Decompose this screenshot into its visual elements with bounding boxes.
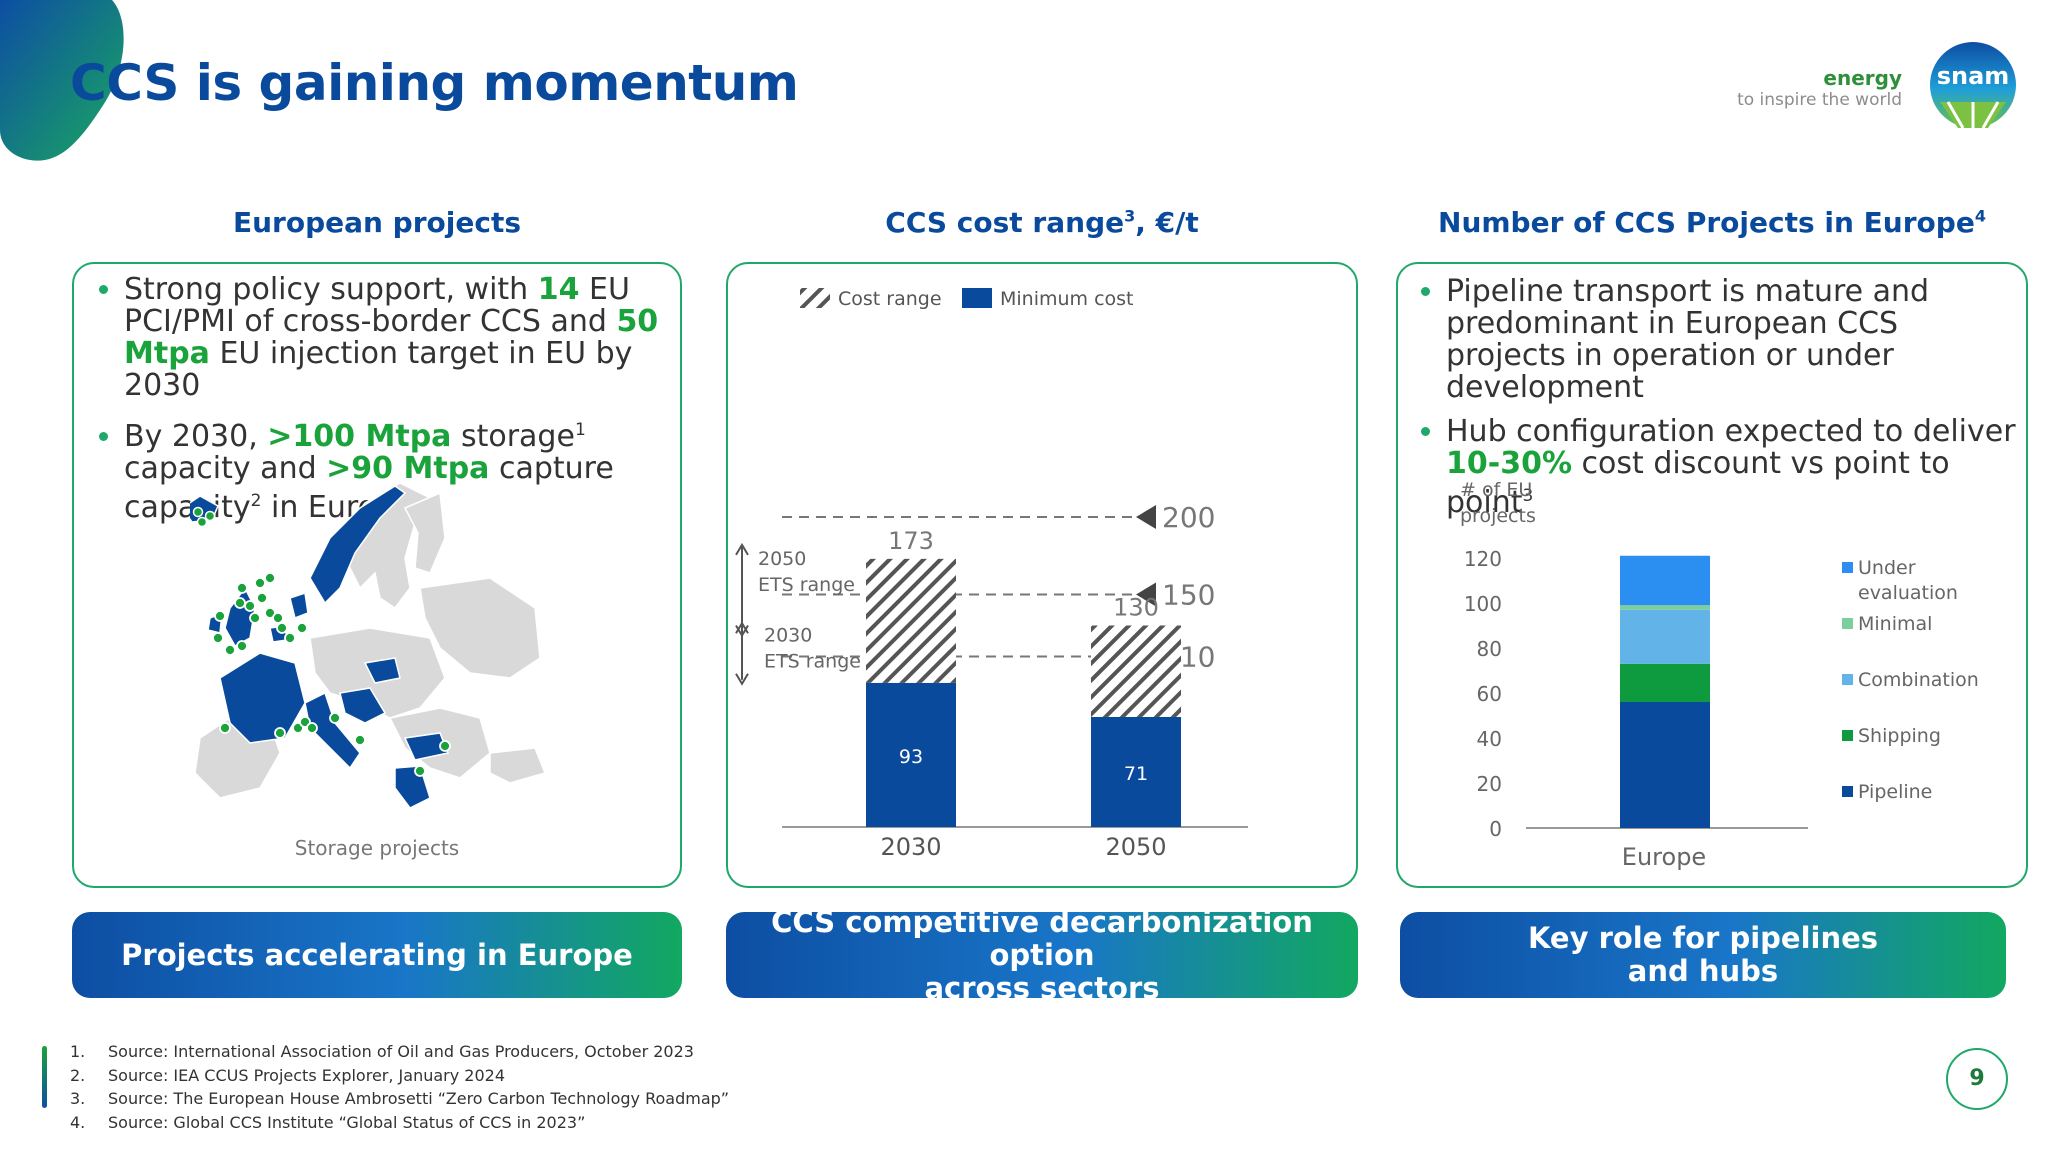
snam-logo: snam	[1930, 42, 2016, 129]
ets-2030-arrow-top	[735, 621, 749, 634]
cost-bars: 93 173 2030 71 130 2050	[782, 527, 1248, 861]
footnote-number: 1.	[70, 1042, 86, 1061]
legend-swatch-pipeline	[1842, 786, 1853, 797]
ccs-projects-chart: # of EU projects 0 20 40 60 80 100 120 Europe Und…	[1460, 479, 1979, 871]
bar-min-cost-2030	[866, 682, 956, 827]
legend-label-under-evaluation: Under evaluation	[1858, 557, 1958, 604]
footnote-text: Source: Global CCS Institute “Global Sta…	[108, 1112, 586, 1132]
legend-label-minimal: Minimal	[1858, 613, 1932, 635]
legend-swatch-shipping	[1842, 730, 1853, 741]
left-column-title: European projects	[232, 206, 522, 239]
reference-label-150: 150	[1162, 579, 1215, 612]
projects-y-axis: # of EU projects 0 20 40 60 80 100 120 Europe	[1460, 479, 1808, 871]
legend-label-cost-range: Cost range	[838, 288, 942, 310]
reference-label-200: 200	[1162, 501, 1215, 534]
y-tick-120: 120	[1464, 547, 1502, 571]
y-tick-0: 0	[1489, 817, 1502, 841]
data-label-total-2030: 173	[888, 527, 934, 555]
footnote-2: 2. Source: IEA CCUS Projects Explorer, Ja…	[70, 1064, 729, 1088]
footnote-text: Source: International Association of Oil…	[108, 1042, 694, 1061]
right-bullet-2: Hub configuration expected to deliver 10…	[1446, 416, 2018, 519]
logo-wordmark: snam	[1937, 62, 2010, 90]
brand-tagline: to inspire the world	[1737, 90, 1902, 110]
europe-map	[190, 482, 547, 809]
left-bullets: Strong policy support, with 14 EU PCI/PM…	[96, 274, 676, 536]
right-bullet-1: Pipeline transport is mature and predomi…	[1446, 276, 2018, 404]
y-tick-100: 100	[1464, 592, 1502, 616]
bar-segment-combination	[1620, 609, 1710, 664]
x-tick-2030: 2030	[880, 833, 941, 861]
legend-swatch-cost-range	[800, 288, 830, 308]
corner-blob-decoration	[0, 0, 124, 161]
bar-segment-pipeline	[1620, 702, 1710, 828]
legend-label-combination: Combination	[1858, 669, 1979, 691]
left-bullet-1: Strong policy support, with 14 EU PCI/PM…	[124, 274, 676, 402]
x-tick-2050: 2050	[1105, 833, 1166, 861]
reference-marker-200	[1136, 505, 1156, 529]
middle-banner: CCS competitive decarbonization option a…	[726, 905, 1358, 1004]
middle-panel	[726, 262, 1358, 888]
footnote-number: 2.	[70, 1065, 86, 1085]
reference-marker-150	[1136, 582, 1156, 607]
map-caption: Storage projects	[294, 836, 460, 860]
left-banner: Projects accelerating in Europe	[72, 912, 682, 998]
footnote-text: Source: IEA CCUS Projects Explorer, Janu…	[108, 1065, 505, 1085]
bar-segment-shipping	[1620, 663, 1710, 702]
y-tick-40: 40	[1477, 727, 1502, 751]
right-banner: Key role for pipelines and hubs	[1400, 912, 2006, 998]
footnote-number: 3.	[70, 1089, 86, 1108]
ets-2050-label: 2050 ETS range	[758, 548, 855, 596]
legend-label-shipping: Shipping	[1858, 725, 1941, 747]
ets-2050-arrow-top	[735, 542, 749, 556]
projects-stacked-bar	[1620, 555, 1710, 828]
y-tick-80: 80	[1477, 637, 1502, 661]
bar-min-cost-2050	[1091, 716, 1181, 827]
legend-label-minimum-cost: Minimum cost	[1000, 288, 1134, 310]
footnote-text: Source: The European House Ambrosetti “Z…	[108, 1089, 730, 1108]
middle-column-title: CCS cost range3, €/t	[885, 206, 1199, 239]
legend-swatch-minimal	[1842, 618, 1853, 629]
footnote-4: 4. Source: Global CCS Institute “Global S…	[70, 1111, 729, 1135]
x-tick-europe: Europe	[1622, 843, 1706, 871]
ets-range-annotations: 2050 ETS range 2030 ETS range	[735, 542, 861, 686]
footnote-number: 4.	[70, 1112, 86, 1132]
y-tick-60: 60	[1477, 682, 1502, 706]
legend-swatch-under-evaluation	[1842, 562, 1853, 573]
projects-legend: Under evaluation Minimal Combination Shippin…	[1842, 557, 1979, 803]
y-tick-20: 20	[1477, 772, 1502, 796]
legend-swatch-minimum-cost	[962, 288, 992, 308]
brand-energy-text: energy	[1823, 66, 1902, 90]
legend-label-pipeline: Pipeline	[1858, 781, 1932, 803]
footnotes: 1. Source: International Association of O…	[70, 1040, 729, 1134]
footnote-accent-bar	[42, 1046, 47, 1108]
footnote-3: 3. Source: The European House Ambrosetti …	[70, 1087, 729, 1111]
y-axis-title: # of EU projects	[1460, 479, 1536, 527]
right-column-title: Number of CCS Projects in Europe4	[1438, 206, 1986, 239]
bar-cost-range-2030	[866, 558, 956, 683]
bar-segment-minimal	[1620, 605, 1710, 610]
page-title: CCS is gaining momentum	[70, 54, 799, 112]
cost-chart-legend: Cost range Minimum cost	[800, 288, 1134, 310]
ets-2030-label: 2030 ETS range	[764, 624, 861, 672]
bar-cost-range-2050	[1091, 625, 1181, 717]
bar-segment-under-evaluation	[1620, 555, 1710, 606]
data-label-total-2050: 130	[1113, 594, 1159, 622]
legend-swatch-combination	[1842, 674, 1853, 685]
ets-2030-arrow-bottom	[735, 673, 749, 686]
page-number: 9	[1946, 1048, 2008, 1110]
right-panel	[1396, 262, 2028, 888]
data-label-min-2030: 93	[899, 746, 923, 768]
footnote-1: 1. Source: International Association of O…	[70, 1040, 729, 1064]
data-label-min-2050: 71	[1124, 763, 1148, 785]
right-bullets: Pipeline transport is mature and predomi…	[1418, 276, 2018, 531]
